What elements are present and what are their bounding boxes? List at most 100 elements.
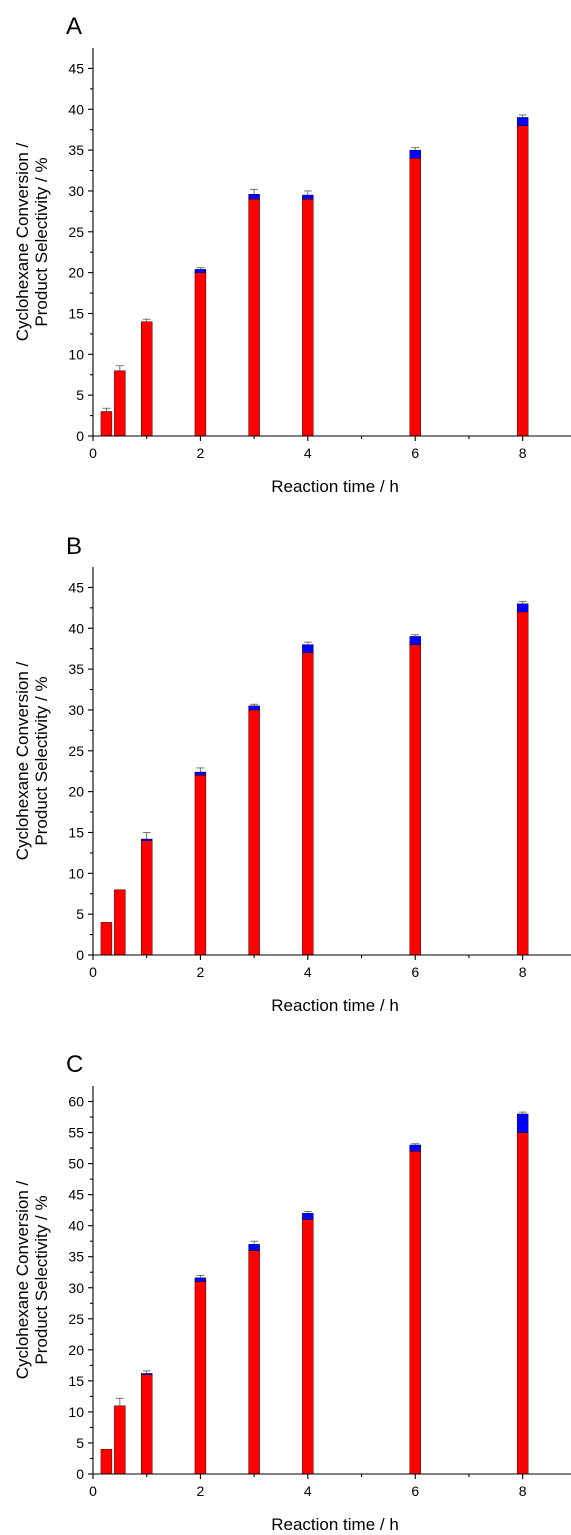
bar-blue [516,117,529,126]
bar-red [409,1150,421,1475]
y-tick-label: 20 [68,1342,84,1358]
bar-blue [409,636,421,645]
y-tick-label: 40 [68,620,84,636]
y-axis-title-line: Cyclohexane Conversion / [13,143,32,342]
x-tick-label: 8 [519,964,527,980]
y-tick-label: 60 [68,1094,84,1110]
panel-label: A [66,13,82,40]
bar-blue [302,194,314,200]
bar-red [248,1250,260,1475]
y-tick-label: 0 [76,947,84,963]
x-tick-label: 0 [89,964,97,980]
bar-blue [248,194,260,200]
panel-c: C 0 5 10 15 20 25 30 35 40 45 50 55 60 0 2 4 6 8 Reaction t… [13,1051,571,1534]
x-tick-label: 0 [89,445,97,461]
y-tick-label: 20 [68,265,84,281]
bar-red [114,889,126,956]
y-tick-label: 15 [68,824,84,840]
y-axis-title-line: Product Selectivity / % [32,157,51,326]
panel-b: B 0 5 10 15 20 25 30 35 40 45 0 2 4 6 8 Reaction time / … [13,533,571,1015]
bar-red [409,158,421,437]
bar-blue [516,603,529,613]
x-tick-label: 2 [197,445,205,461]
panel-label: C [66,1051,83,1078]
y-tick-label: 35 [68,142,84,158]
bar-red [141,840,153,956]
y-tick-label: 25 [68,1311,84,1327]
y-tick-label: 5 [76,906,84,922]
x-axis-title: Reaction time / h [271,996,399,1015]
bar-blue [194,771,207,776]
bar-red [194,775,207,956]
y-tick-label: 15 [68,305,84,321]
bar-blue [248,1244,260,1251]
x-tick-label: 2 [197,1483,205,1499]
bar-red [114,1405,126,1475]
y-tick-label: 30 [68,183,84,199]
y-tick-label: 0 [76,428,84,444]
y-tick-label: 40 [68,1218,84,1234]
x-axis-title: Reaction time / h [271,1515,399,1534]
y-tick-label: 50 [68,1156,84,1172]
y-tick-label: 45 [68,60,84,76]
x-tick-label: 2 [197,964,205,980]
panel-label: B [66,533,82,560]
y-tick-label: 5 [76,387,84,403]
y-tick-label: 45 [68,1187,84,1203]
bar-blue [194,269,207,273]
bar-blue [141,1373,153,1375]
y-tick-label: 15 [68,1373,84,1389]
bar-red [516,1132,529,1475]
x-axis-title: Reaction time / h [271,477,399,496]
x-tick-label: 4 [304,445,312,461]
y-tick-label: 35 [68,1249,84,1265]
y-tick-label: 0 [76,1466,84,1482]
y-tick-label: 45 [68,579,84,595]
y-tick-label: 10 [68,1404,84,1420]
bar-blue [302,644,314,653]
bar-red [302,652,314,956]
x-tick-label: 0 [89,1483,97,1499]
bar-red [409,644,421,956]
bar-blue [516,1113,529,1133]
y-tick-label: 40 [68,101,84,117]
y-axis-title-line: Product Selectivity / % [32,1195,51,1364]
y-tick-label: 10 [68,346,84,362]
y-tick-label: 30 [68,1280,84,1296]
x-tick-label: 6 [411,1483,419,1499]
bar-red [516,125,529,437]
bar-blue [248,705,260,711]
bar-blue [302,1213,314,1220]
bar-blue [194,1277,207,1282]
bar-red [100,411,113,437]
bar-red [194,272,207,437]
y-tick-label: 35 [68,661,84,677]
y-axis-title-line: Product Selectivity / % [32,676,51,845]
x-tick-label: 6 [411,964,419,980]
x-tick-label: 6 [411,445,419,461]
bar-blue [141,838,153,841]
y-axis-title-line: Cyclohexane Conversion / [13,662,32,861]
bar-red [100,1448,113,1475]
y-tick-label: 5 [76,1435,84,1451]
bar-red [114,370,126,437]
x-tick-label: 4 [304,1483,312,1499]
bar-red [248,198,260,437]
y-axis-title-line: Cyclohexane Conversion / [13,1181,32,1380]
y-tick-label: 55 [68,1125,84,1141]
bar-red [100,922,113,956]
y-tick-label: 30 [68,702,84,718]
bar-red [141,321,153,437]
x-tick-label: 4 [304,964,312,980]
bar-red [302,1219,314,1475]
y-tick-label: 25 [68,743,84,759]
bar-blue [409,149,421,159]
y-tick-label: 25 [68,224,84,240]
bar-red [248,709,260,956]
bar-red [194,1281,207,1475]
x-tick-label: 8 [519,1483,527,1499]
bar-red [516,611,529,956]
bar-blue [409,1144,421,1152]
panel-a: A 0 5 10 15 20 25 30 35 40 45 0 2 4 6 8 Reaction time / … [13,13,571,496]
